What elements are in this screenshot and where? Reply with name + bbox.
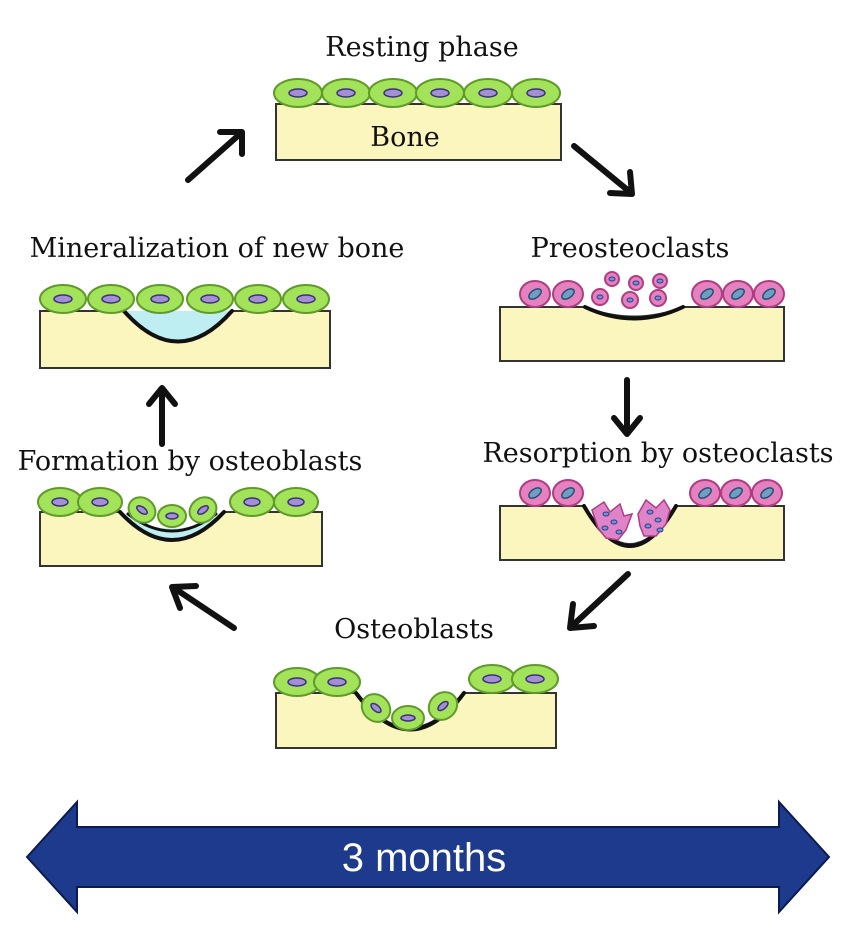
bone-label: Bone bbox=[370, 122, 439, 153]
preosteoclast-cells bbox=[519, 271, 785, 309]
stage-resting: Resting phase Bone bbox=[273, 32, 562, 161]
preosteoclasts-label: Preosteoclasts bbox=[531, 233, 730, 264]
stage-osteoblasts: Osteoblasts bbox=[273, 614, 559, 749]
resorption-cells bbox=[519, 479, 783, 541]
arrow-osteoblasts-to-formation-icon bbox=[169, 583, 237, 631]
stage-resorption: Resorption by osteoclasts bbox=[482, 438, 834, 561]
stage-preosteoclasts: Preosteoclasts bbox=[499, 233, 785, 362]
duration-label: 3 months bbox=[342, 836, 507, 880]
stage-mineralization: Mineralization of new bone bbox=[30, 233, 405, 369]
arrow-preosteoclasts-to-resorption-icon bbox=[611, 377, 643, 437]
resting-bone-block bbox=[275, 103, 562, 161]
mineralization-cells bbox=[39, 284, 330, 314]
arrow-resorption-to-osteoblasts-icon bbox=[567, 571, 631, 631]
resorption-label: Resorption by osteoclasts bbox=[482, 438, 833, 469]
arrow-mineralization-to-resting-icon bbox=[185, 129, 245, 183]
preosteoclasts-bone-block bbox=[499, 306, 785, 362]
double-headed-arrow-icon bbox=[25, 799, 831, 915]
formation-cells bbox=[37, 487, 319, 528]
shallow-resorption-pit bbox=[583, 305, 685, 321]
arrow-resting-to-preosteoclasts-icon bbox=[571, 143, 635, 197]
resting-phase-label: Resting phase bbox=[325, 32, 519, 63]
cycle-arrows bbox=[146, 129, 643, 631]
mineralization-pit bbox=[122, 309, 234, 344]
arrow-formation-to-mineralization-icon bbox=[146, 385, 178, 447]
osteoblasts-cells bbox=[273, 664, 559, 731]
duration-arrow: 3 months bbox=[25, 799, 831, 915]
formation-label: Formation by osteoblasts bbox=[18, 446, 363, 477]
stage-formation: Formation by osteoblasts bbox=[18, 446, 363, 567]
osteoblasts-label: Osteoblasts bbox=[334, 614, 494, 645]
formation-pit bbox=[118, 510, 226, 542]
mineralization-label: Mineralization of new bone bbox=[30, 233, 405, 264]
resting-osteoblast-row bbox=[273, 78, 561, 108]
